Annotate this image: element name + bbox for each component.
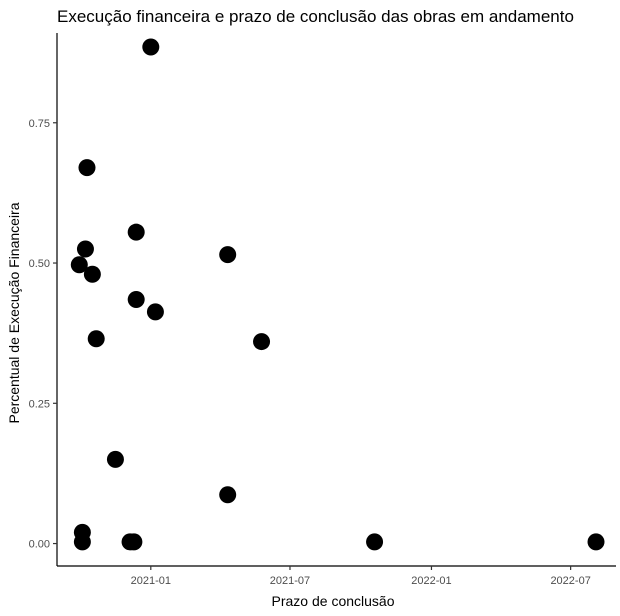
y-tick-label: 0.75 — [29, 118, 50, 130]
data-point — [106, 450, 124, 468]
x-tick-label: 2022-01 — [411, 575, 451, 587]
y-tick-label: 0.50 — [29, 258, 50, 270]
axes — [56, 33, 616, 567]
y-tick-label: 0.25 — [29, 398, 50, 410]
data-point — [76, 240, 94, 258]
data-point — [587, 533, 605, 551]
data-point — [219, 246, 237, 264]
data-point — [78, 159, 96, 177]
data-point — [70, 256, 88, 274]
x-axis-title: Prazo de conclusão — [272, 593, 395, 609]
x-tick-label: 2021-07 — [270, 575, 310, 587]
y-tick-label: 0.00 — [29, 539, 50, 551]
data-point — [127, 223, 145, 241]
data-point — [127, 291, 145, 308]
y-ticks: 0.00 0.25 0.50 0.75 — [29, 118, 57, 551]
x-tick-label: 2022-07 — [550, 575, 590, 587]
x-ticks: 2021-01 2021-07 2022-01 2022-07 — [131, 566, 591, 587]
data-point — [366, 533, 384, 551]
data-point — [146, 303, 164, 321]
data-point — [125, 533, 143, 551]
data-point — [87, 330, 105, 348]
data-point — [73, 533, 91, 551]
data-point — [219, 486, 237, 504]
data-point — [83, 265, 101, 283]
data-points — [70, 38, 605, 551]
y-axis-title: Percentual de Execução Financeira — [6, 202, 22, 423]
data-point — [253, 333, 271, 351]
chart-title: Execução financeira e prazo de conclusão… — [57, 7, 574, 26]
x-tick-label: 2021-01 — [131, 575, 171, 587]
data-point — [142, 38, 160, 56]
